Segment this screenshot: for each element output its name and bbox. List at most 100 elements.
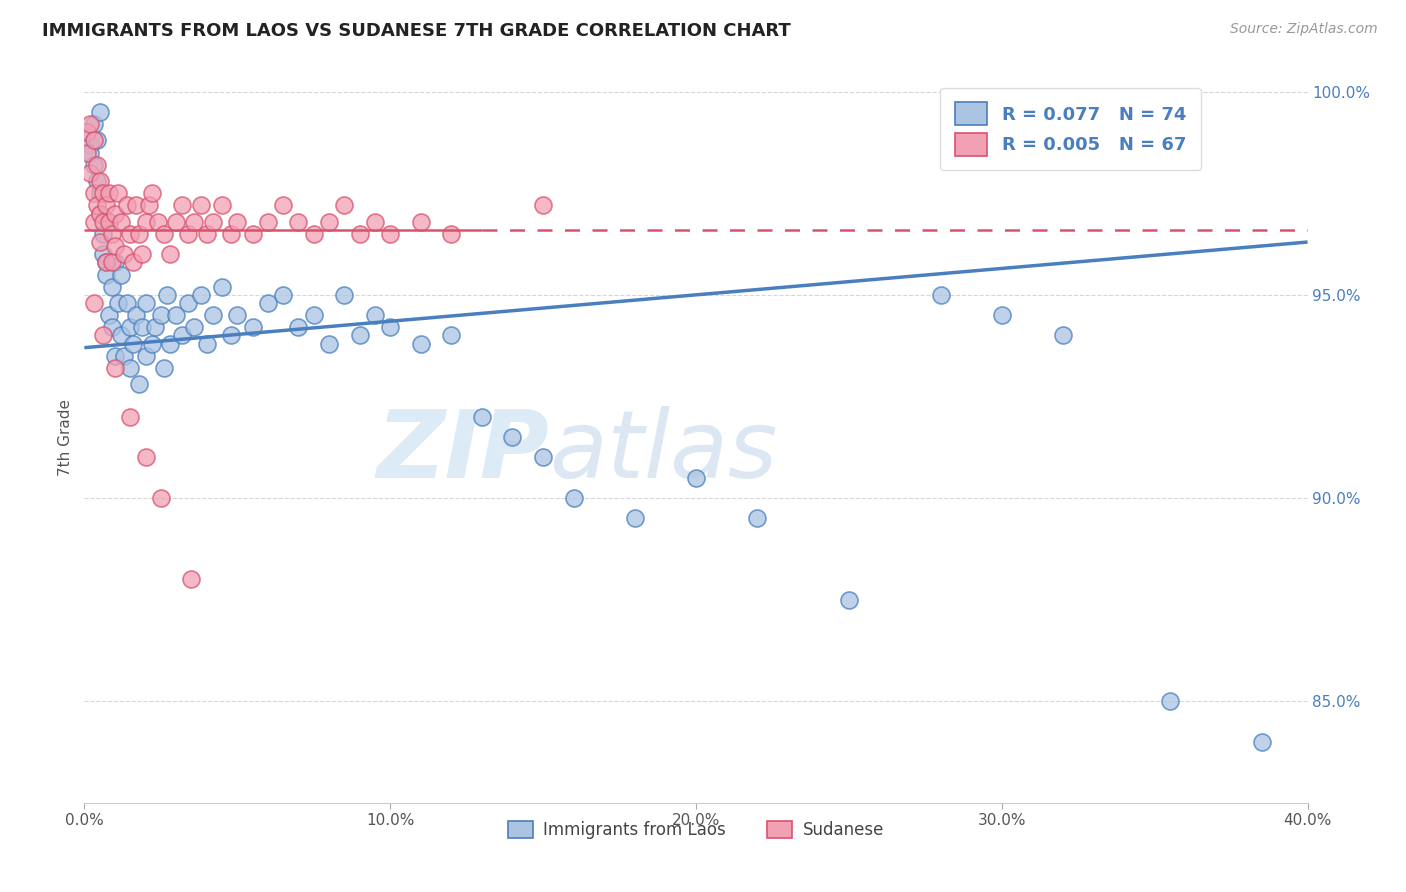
Point xyxy=(190,198,212,212)
Point xyxy=(135,296,157,310)
Point xyxy=(79,166,101,180)
Point xyxy=(86,158,108,172)
Point xyxy=(333,288,356,302)
Point xyxy=(1159,694,1181,708)
Point xyxy=(76,145,98,160)
Point xyxy=(89,105,111,120)
Point xyxy=(257,296,280,310)
Point xyxy=(318,336,340,351)
Point xyxy=(112,349,135,363)
Point xyxy=(380,227,402,241)
Point xyxy=(172,328,194,343)
Point xyxy=(86,198,108,212)
Point xyxy=(135,215,157,229)
Point xyxy=(94,255,117,269)
Point xyxy=(83,296,105,310)
Point xyxy=(131,320,153,334)
Point xyxy=(125,198,148,212)
Point xyxy=(101,227,124,241)
Point xyxy=(287,215,309,229)
Text: atlas: atlas xyxy=(550,406,778,497)
Point xyxy=(120,227,142,241)
Point xyxy=(97,215,120,229)
Point xyxy=(97,186,120,201)
Point xyxy=(107,186,129,201)
Point xyxy=(180,572,202,586)
Point xyxy=(190,288,212,302)
Point xyxy=(104,255,127,269)
Point xyxy=(471,409,494,424)
Point xyxy=(97,215,120,229)
Point xyxy=(91,227,114,241)
Point xyxy=(110,268,132,282)
Point xyxy=(165,215,187,229)
Point xyxy=(120,361,142,376)
Point xyxy=(409,215,432,229)
Point xyxy=(107,296,129,310)
Point xyxy=(159,336,181,351)
Point xyxy=(177,296,200,310)
Text: Source: ZipAtlas.com: Source: ZipAtlas.com xyxy=(1230,22,1378,37)
Point xyxy=(531,450,554,465)
Point xyxy=(104,206,127,220)
Point xyxy=(104,361,127,376)
Point xyxy=(89,186,111,201)
Point xyxy=(183,320,205,334)
Point xyxy=(502,430,524,444)
Point xyxy=(149,308,172,322)
Point xyxy=(562,491,585,505)
Point xyxy=(83,215,105,229)
Point xyxy=(333,198,356,212)
Point xyxy=(128,377,150,392)
Point xyxy=(115,198,138,212)
Point xyxy=(131,247,153,261)
Point xyxy=(149,491,172,505)
Point xyxy=(318,215,340,229)
Legend: Immigrants from Laos, Sudanese: Immigrants from Laos, Sudanese xyxy=(502,814,890,846)
Point xyxy=(242,320,264,334)
Point xyxy=(271,288,294,302)
Point xyxy=(141,186,163,201)
Point xyxy=(364,215,387,229)
Point xyxy=(271,198,294,212)
Point xyxy=(94,198,117,212)
Point xyxy=(146,215,169,229)
Point xyxy=(83,117,105,131)
Point xyxy=(120,409,142,424)
Point xyxy=(409,336,432,351)
Point xyxy=(257,215,280,229)
Point xyxy=(380,320,402,334)
Point xyxy=(89,235,111,249)
Point xyxy=(86,133,108,147)
Point xyxy=(101,279,124,293)
Point xyxy=(531,198,554,212)
Point xyxy=(153,361,176,376)
Point xyxy=(76,125,98,139)
Point xyxy=(226,308,249,322)
Point xyxy=(128,227,150,241)
Point xyxy=(440,227,463,241)
Point xyxy=(79,137,101,152)
Point xyxy=(91,186,114,201)
Point xyxy=(838,592,860,607)
Point xyxy=(685,471,707,485)
Point xyxy=(83,158,105,172)
Point xyxy=(156,288,179,302)
Point xyxy=(112,247,135,261)
Point xyxy=(201,308,224,322)
Point xyxy=(83,186,105,201)
Point xyxy=(349,328,371,343)
Point xyxy=(110,215,132,229)
Point xyxy=(89,206,111,220)
Point xyxy=(195,227,218,241)
Point xyxy=(172,198,194,212)
Point xyxy=(104,239,127,253)
Y-axis label: 7th Grade: 7th Grade xyxy=(58,399,73,475)
Point xyxy=(991,308,1014,322)
Point xyxy=(226,215,249,229)
Point xyxy=(86,174,108,188)
Point xyxy=(219,328,242,343)
Point xyxy=(91,247,114,261)
Point xyxy=(104,349,127,363)
Point xyxy=(79,117,101,131)
